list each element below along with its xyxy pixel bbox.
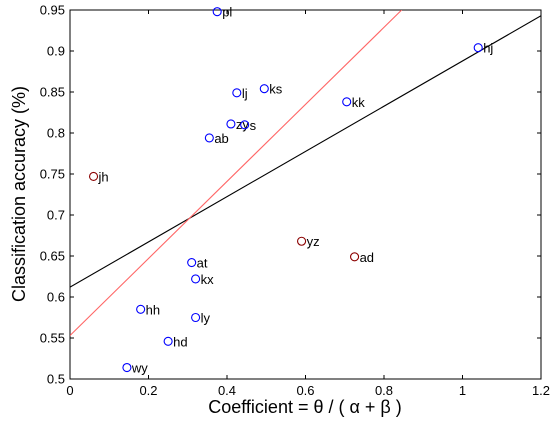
data-point-ad [350,252,360,262]
y-tick-label: 0.9 [47,44,65,59]
data-point-ly [191,312,201,323]
point-label-at: at [197,256,208,271]
point-label-ks: ks [269,82,283,97]
data-point-s [240,120,250,130]
data-point-yz [297,236,307,246]
x-tick-label: 0.8 [375,383,393,398]
data-point-pl [212,7,222,17]
x-tick-label: 1 [459,383,466,398]
axis-ticks: 0 0.2 0.4 0.6 0.8 1 1.2 0.5 0.55 0.6 0.65 0.7 0.75 0.… [40,3,550,399]
data-point-ks [259,84,269,94]
fit-lines [70,10,541,336]
data-point-zy [226,119,236,129]
y-tick-label: 0.75 [40,167,65,182]
x-tick-label: 0 [66,383,73,398]
data-point-wy [122,362,132,373]
x-tick-label: 0.4 [218,383,236,398]
y-tick-label: 0.95 [40,3,65,18]
fit-line-1 [70,15,541,288]
x-tick-label: 0.2 [139,383,157,398]
x-tick-label: 1.2 [532,383,550,398]
point-label-ab: ab [214,131,228,146]
point-label-wy: wy [131,361,148,376]
point-label-ad: ad [360,250,374,265]
y-tick-label: 0.85 [40,85,65,100]
point-label-zy: zy [236,117,250,132]
y-tick-label: 0.5 [47,372,65,387]
point-label-hj: hj [483,41,493,56]
y-tick-label: 0.7 [47,208,65,223]
data-points: plhjksljkkzysabjhyzadatkxhhlyhdwy [89,5,493,376]
data-point-jh [89,171,99,182]
y-tick-label: 0.55 [40,331,65,346]
data-point-ab [204,133,214,143]
point-label-kk: kk [352,95,366,110]
point-label-yz: yz [307,234,320,249]
point-label-hd: hd [173,334,187,349]
point-label-jh: jh [98,169,109,184]
data-point-kk [342,97,352,107]
point-label-kx: kx [201,272,215,287]
data-point-at [187,258,197,268]
point-label-hh: hh [146,302,160,317]
fit-line-2 [70,10,403,336]
data-point-lj [232,88,242,98]
y-tick-label: 0.6 [47,290,65,305]
point-label-s: s [250,118,257,133]
data-point-hj [473,43,483,53]
x-axis-label: Coefficient = θ / ( α + β ) [208,397,402,417]
point-label-ly: ly [201,311,211,326]
y-tick-label: 0.8 [47,126,65,141]
y-axis-label: Classification accuracy (%) [9,86,29,302]
x-tick-label: 0.6 [296,383,314,398]
y-tick-label: 0.65 [40,249,65,264]
plot-area [69,9,542,380]
data-point-hh [136,304,146,314]
point-label-lj: lj [242,86,248,101]
data-point-hd [163,336,173,346]
data-point-kx [191,274,201,284]
